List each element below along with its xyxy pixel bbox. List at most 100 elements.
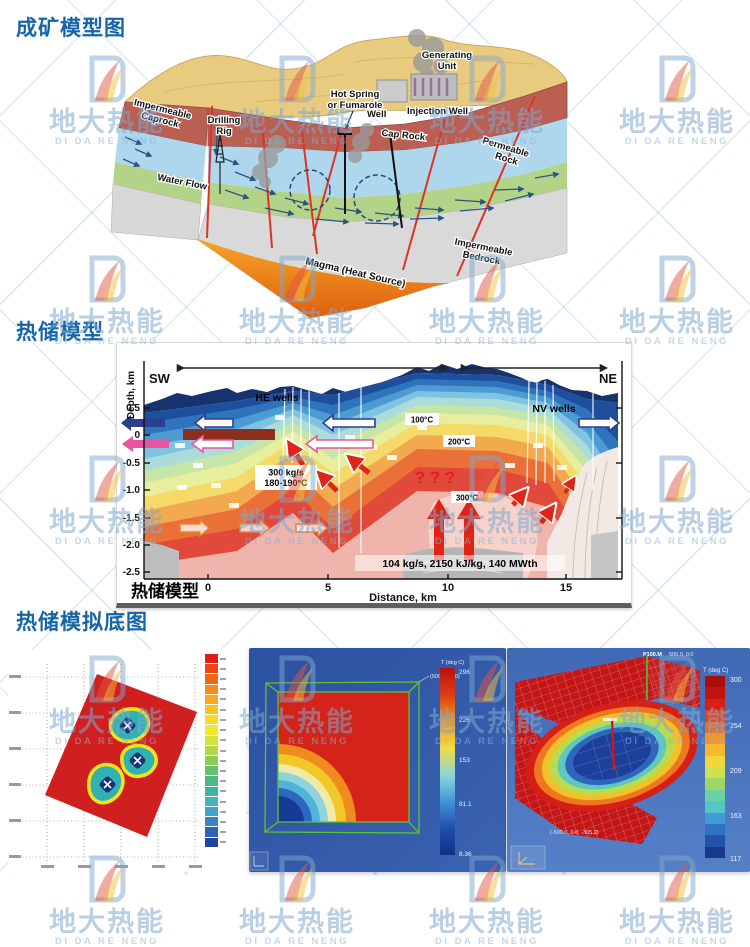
svg-text:117: 117 — [730, 856, 741, 863]
colorbar-swatch — [705, 789, 725, 802]
svg-text:209: 209 — [730, 768, 742, 775]
svg-text:153: 153 — [459, 757, 470, 764]
colorbar-swatch — [205, 786, 226, 796]
colorbar-swatch — [205, 725, 226, 735]
axes: SW NE 0.5 0 -0.5 -1.0 -1.5 -2.0 -2.5 0 5… — [123, 361, 623, 604]
production-label: 104 kg/s, 2150 kJ/kg, 140 MWth — [382, 558, 537, 570]
svg-text:NE: NE — [599, 371, 617, 386]
colorbar-swatch — [205, 817, 226, 827]
deep-flow-arrows — [179, 518, 329, 538]
svg-text:200°C: 200°C — [448, 438, 471, 447]
svg-text:300 kg/s: 300 kg/s — [268, 468, 304, 478]
heatmap-square — [278, 692, 409, 822]
question-marks: ? ? ? — [415, 468, 456, 487]
colorbar-swatch — [205, 837, 226, 847]
label-injection-well: Injection Well — [407, 106, 468, 117]
plan-view-colorbar — [205, 654, 226, 848]
simulation-3d-model: P100.M 500.0, 0.0 T (deg C) 300 254 209 … — [507, 648, 750, 872]
svg-text:0: 0 — [134, 430, 140, 441]
colorbar-swatch — [705, 767, 725, 779]
label-well: Well — [367, 109, 386, 120]
right-colorbar-ticks: 300 254 209 163 117 — [730, 677, 742, 863]
colorbar-swatch — [205, 827, 226, 837]
svg-text:15: 15 — [560, 582, 572, 594]
colorbar-swatch — [705, 698, 725, 711]
nv-wells-label: NV wells — [532, 403, 575, 415]
svg-text:-1.5: -1.5 — [123, 513, 141, 524]
simulation-plan-view — [8, 650, 246, 872]
brand-logo-icon — [659, 455, 696, 503]
note-leader — [418, 675, 430, 683]
colorbar-swatch — [205, 807, 226, 817]
colorbar-swatch — [205, 776, 226, 786]
watermark-text-cn: 地大热能 — [49, 907, 165, 937]
svg-text:81.1: 81.1 — [459, 801, 472, 808]
brand-logo-icon — [659, 255, 696, 303]
watermark-tile: 地大热能 DI DA RE NENG — [602, 255, 750, 347]
watermark-text-cn: 地大热能 — [619, 307, 735, 337]
injection-marker — [610, 717, 616, 771]
section-title-reservoir-model: 热储模型 — [16, 321, 104, 344]
svg-text:180-190°C: 180-190°C — [264, 478, 308, 488]
svg-text:500.0, 0.0: 500.0, 0.0 — [669, 652, 693, 658]
colorbar-swatch — [205, 705, 226, 715]
upflow-arrows — [289, 443, 574, 561]
drilling-rig-icon — [215, 133, 225, 194]
svg-text:296: 296 — [459, 669, 470, 676]
axis-triad-box — [249, 851, 269, 871]
hot-spring-pointer — [345, 110, 354, 130]
colorbar-swatch — [205, 745, 226, 756]
svg-text:10: 10 — [442, 582, 454, 594]
svg-text:0: 0 — [205, 582, 211, 594]
svg-text:100°C: 100°C — [411, 416, 434, 425]
colorbar-swatch — [705, 710, 725, 722]
svg-text:8.36: 8.36 — [459, 851, 472, 858]
colorbar-swatch — [205, 735, 226, 745]
colorbar-swatch — [705, 823, 725, 836]
watermark-text-cn: 地大热能 — [239, 907, 355, 937]
geothermal-block-diagram: Drilling Rig Generating Unit Hot Spring … — [105, 22, 590, 322]
generating-unit-icon — [376, 73, 458, 103]
svg-text:SW: SW — [149, 371, 171, 386]
right-colorbar — [705, 676, 725, 858]
mid-colorbar-ticks: 296 226 153 81.1 8.36 — [459, 669, 472, 858]
magma-body — [195, 238, 450, 318]
chart-caption: 热储模型 — [131, 581, 199, 601]
watermark-text-cn: 地大热能 — [429, 907, 545, 937]
outflow-arrows — [121, 413, 621, 454]
watermark-text-en: DI DA RE NENG — [245, 936, 349, 947]
watermark-tile: 地大热能 DI DA RE NENG — [602, 55, 750, 147]
watermark-text-cn: 地大热能 — [619, 107, 735, 137]
colorbar-swatch — [205, 684, 226, 694]
colorbar-swatch — [205, 694, 226, 705]
colorbar-swatch — [705, 676, 725, 688]
panel-header: P100.M — [643, 652, 662, 658]
section-title-mineralization-model: 成矿模型图 — [16, 17, 126, 40]
groundwater-arrows — [122, 113, 560, 228]
reservoir-cross-section: 100°C 200°C 300°C 300 kg/s 180-190°C 104… — [116, 342, 632, 608]
circulation-cells — [289, 169, 401, 222]
svg-text:-1.0: -1.0 — [123, 485, 141, 496]
svg-text:-2.0: -2.0 — [123, 540, 141, 551]
section-title-simulation-basemap: 热储模拟底图 — [16, 611, 148, 634]
colorbar-swatch — [705, 846, 725, 858]
svg-text:or Fumarole: or Fumarole — [328, 100, 383, 111]
svg-text:163: 163 — [730, 813, 742, 820]
mid-colorbar-title: T (deg C) — [441, 660, 464, 666]
colorbar-swatch — [205, 756, 226, 766]
injection-well-icon — [382, 128, 403, 229]
svg-text:300°C: 300°C — [456, 494, 479, 503]
svg-text:Unit: Unit — [438, 61, 457, 72]
colorbar-swatch — [705, 801, 725, 813]
label-drilling-rig: Drilling — [208, 115, 241, 126]
temperature-bands — [144, 364, 618, 579]
wireframe-box — [264, 681, 420, 834]
axis-triad-box — [510, 845, 546, 870]
svg-text:0.5: 0.5 — [126, 403, 140, 414]
watermark-text-en: DI DA RE NENG — [55, 936, 159, 947]
colorbar-swatch — [705, 732, 725, 745]
svg-text:254: 254 — [730, 723, 742, 730]
right-colorbar-title: T (deg C) — [703, 668, 728, 674]
he-wells-label: HE wells — [255, 392, 298, 404]
colorbar-swatch — [705, 755, 725, 767]
